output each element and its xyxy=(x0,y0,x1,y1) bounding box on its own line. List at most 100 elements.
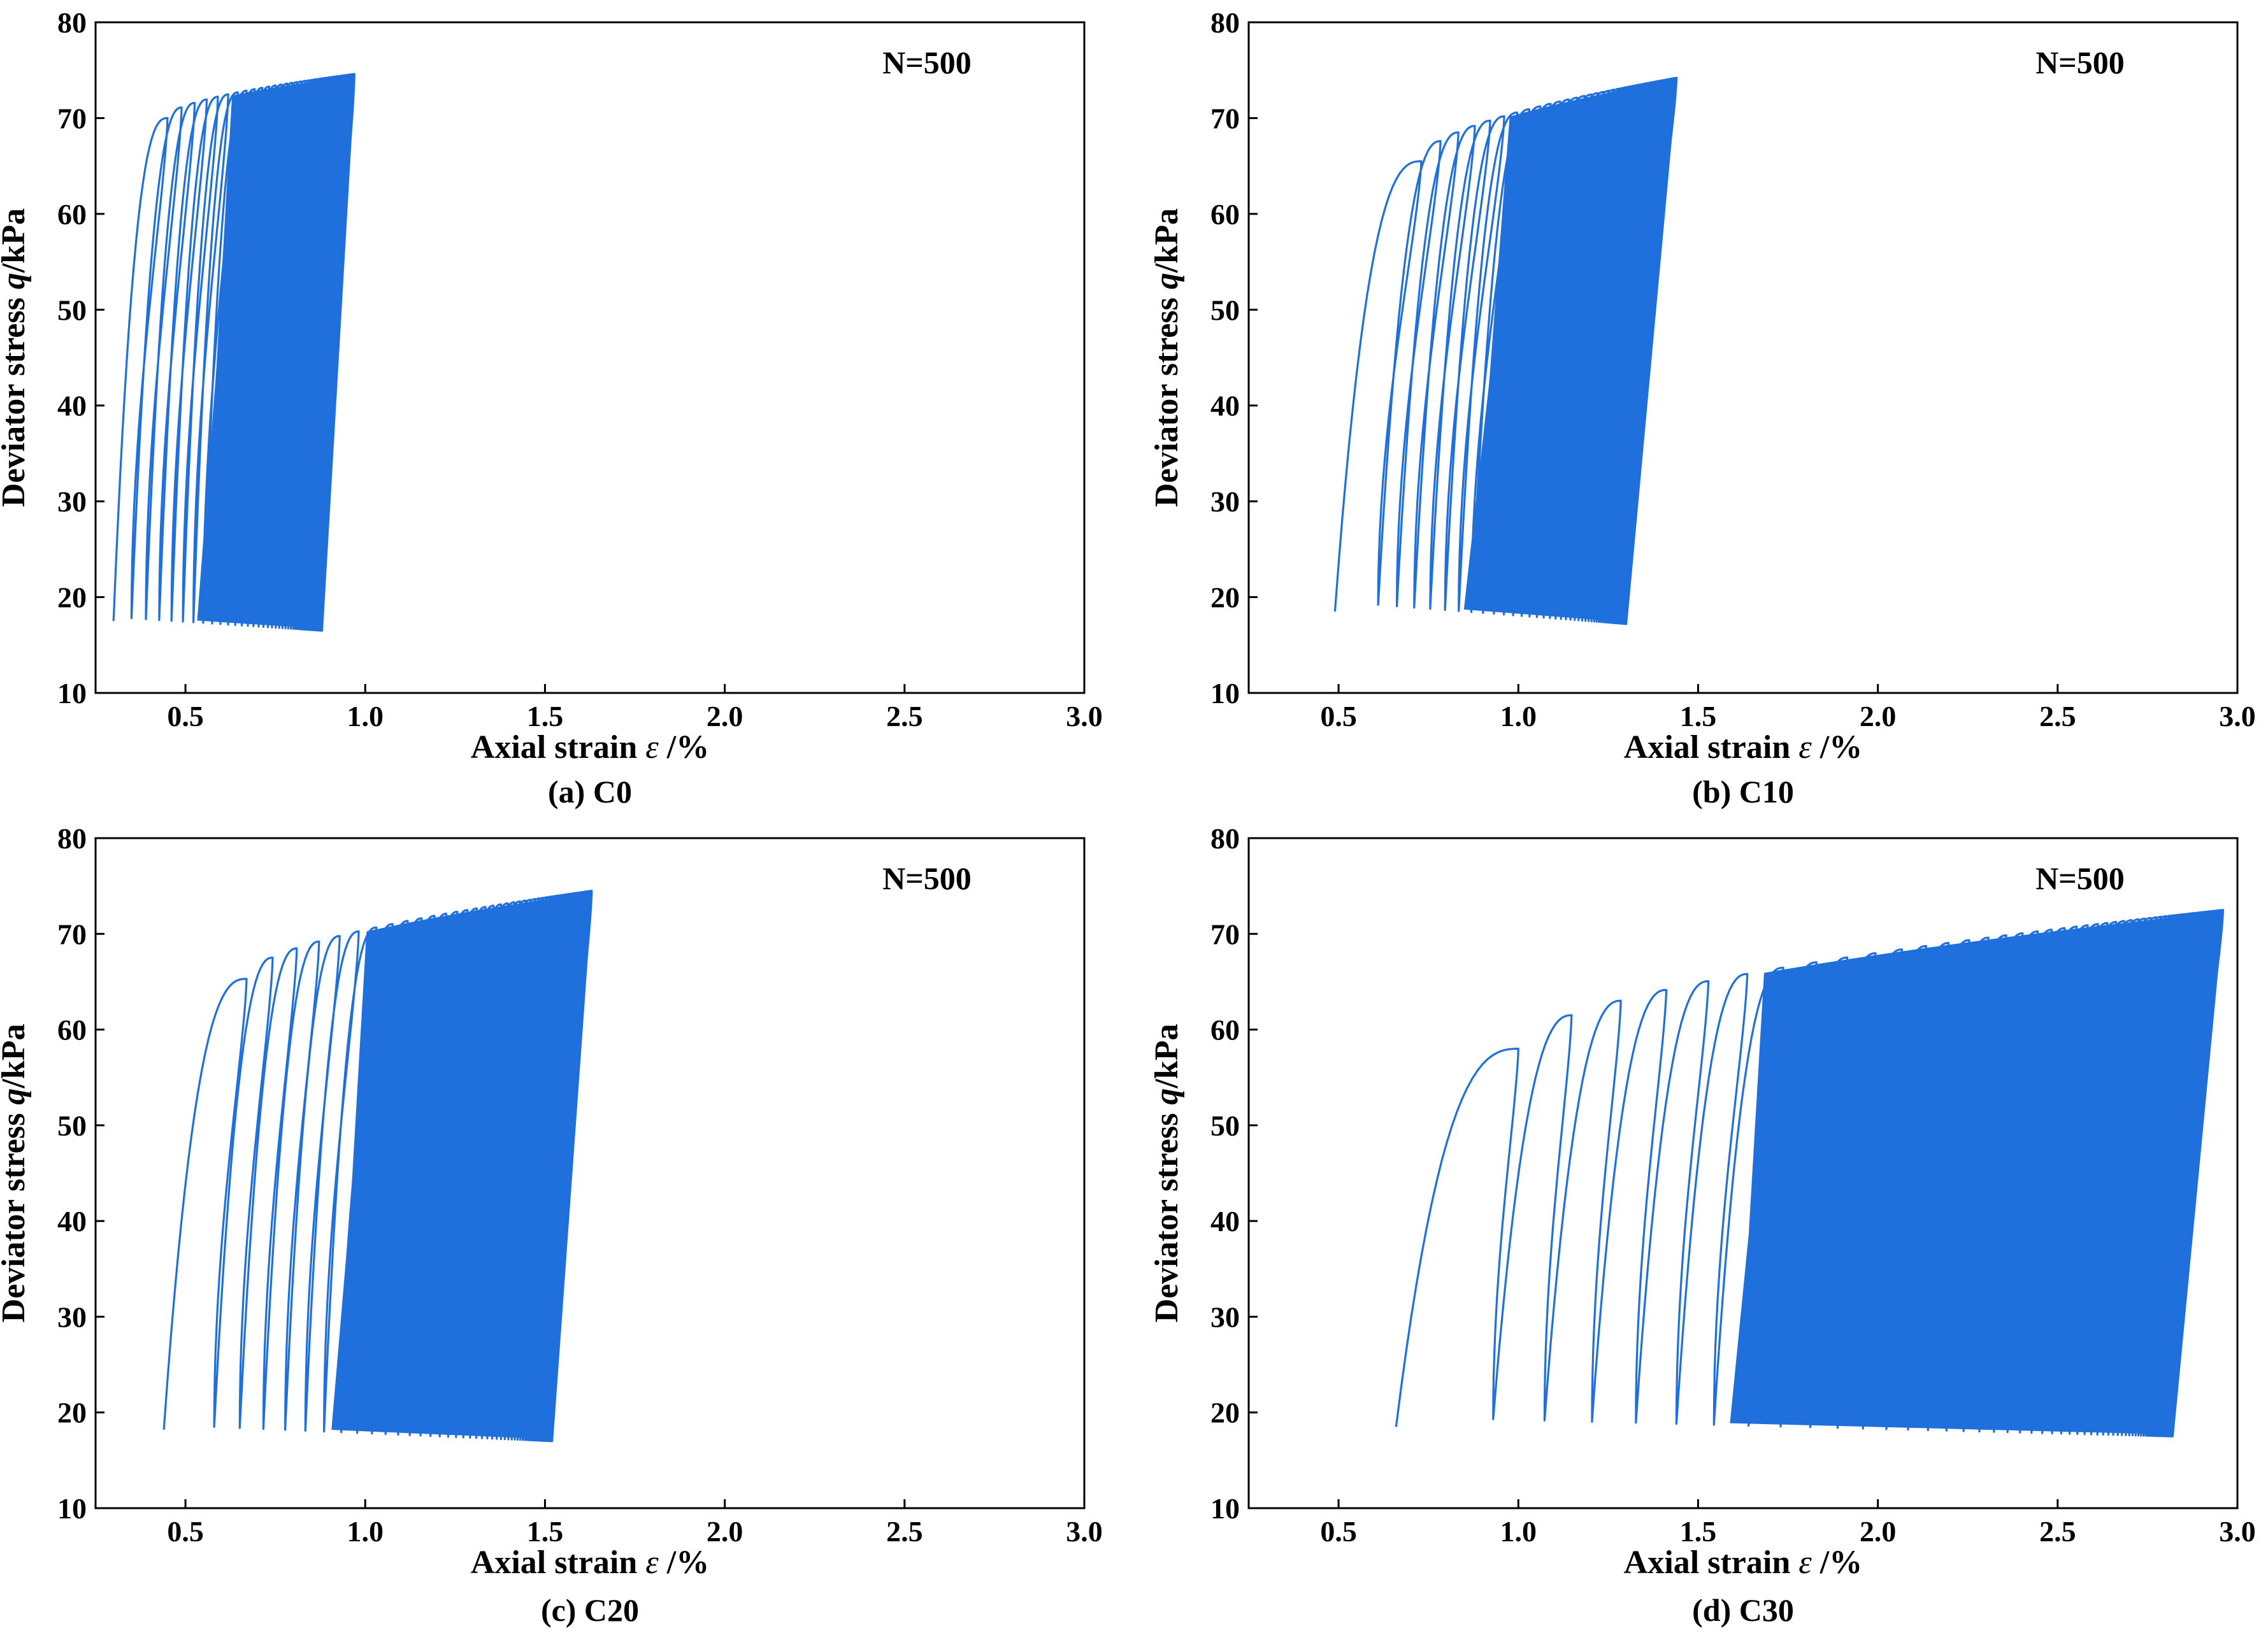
y-tick-label: 50 xyxy=(57,1109,87,1142)
x-tick-label: 1.5 xyxy=(1680,1515,1717,1548)
y-tick-label: 60 xyxy=(57,1014,87,1046)
x-axis-title-unit: /% xyxy=(659,1544,709,1581)
y-axis-title-symbol: q xyxy=(0,273,32,289)
y-tick-label: 10 xyxy=(57,677,87,709)
y-tick-label: 10 xyxy=(1210,677,1240,709)
x-axis-title-symbol: ε xyxy=(645,729,659,766)
y-tick-label: 60 xyxy=(57,198,87,231)
y-tick-label: 80 xyxy=(1210,822,1240,855)
y-tick-label: 80 xyxy=(57,6,87,39)
y-axis-title: Deviator stress q/kPa xyxy=(1149,208,1185,507)
panel-caption: (b) C10 xyxy=(1692,774,1794,809)
x-axis-title-main: Axial strain xyxy=(1624,729,1791,766)
x-axis-title-main: Axial strain xyxy=(1624,1544,1791,1581)
y-tick-label: 40 xyxy=(1210,390,1240,422)
x-tick-label: 3.0 xyxy=(2219,1515,2256,1548)
y-tick-label: 20 xyxy=(57,1397,87,1429)
x-tick-label: 1.5 xyxy=(1680,700,1717,732)
x-axis-title-unit: /% xyxy=(1812,729,1862,766)
y-tick-label: 50 xyxy=(1210,1109,1240,1142)
x-tick-label: 1.0 xyxy=(347,1515,384,1548)
loops-series xyxy=(112,73,355,632)
loops-dense-band xyxy=(1463,78,1678,624)
y-tick-label: 10 xyxy=(1210,1492,1240,1525)
y-tick-label: 80 xyxy=(1210,6,1240,39)
y-axis-title-unit: /kPa xyxy=(1149,1024,1185,1089)
x-tick-label: 0.5 xyxy=(167,700,204,732)
x-axis-title-unit: /% xyxy=(659,729,709,766)
y-tick-label: 70 xyxy=(1210,102,1240,134)
x-tick-label: 3.0 xyxy=(1066,1515,1103,1548)
y-axis-title-main: Deviator stress xyxy=(1149,1105,1185,1323)
panel-b: 10 20 30 40 50 60 70 80 0.5 1.0 1.5 2.0 2.5 3.0 Axial … xyxy=(1149,6,2256,809)
y-axis-title-symbol: q xyxy=(1149,273,1185,289)
cycle-count-annotation: N=500 xyxy=(2035,860,2125,896)
x-tick-label: 0.5 xyxy=(167,1515,204,1548)
x-tick-label: 2.5 xyxy=(886,1515,923,1548)
y-axis-title-symbol: q xyxy=(1149,1088,1185,1105)
y-tick-label: 30 xyxy=(1210,1301,1240,1333)
plot-frame xyxy=(1247,837,2239,1509)
x-tick-label: 2.0 xyxy=(707,1515,743,1548)
cycle-count-annotation: N=500 xyxy=(882,860,972,896)
x-tick-label: 1.0 xyxy=(1500,700,1537,732)
y-axis-title: Deviator stress q/kPa xyxy=(0,1024,32,1323)
loops-dense-band xyxy=(197,74,355,631)
x-tick-label: 0.5 xyxy=(1320,700,1357,732)
panel-a: 10 20 30 40 50 60 70 80 0.5 1.0 1.5 2.0 2.5 3.0 Axial … xyxy=(0,6,1103,809)
y-axis-title: Deviator stress q/kPa xyxy=(1149,1024,1185,1323)
y-tick-label: 50 xyxy=(57,294,87,326)
y-tick-label: 30 xyxy=(1210,485,1240,518)
loops-series xyxy=(1333,76,1678,625)
panel-caption: (a) C0 xyxy=(548,774,632,809)
plot-frame xyxy=(94,21,1086,694)
x-tick-label: 1.5 xyxy=(527,700,564,732)
y-tick-label: 40 xyxy=(57,1205,87,1237)
loops-series xyxy=(1395,909,2224,1437)
panel-caption: (c) C20 xyxy=(541,1592,639,1628)
y-tick-label: 50 xyxy=(1210,294,1240,326)
x-axis-title: Axial strain ε /% xyxy=(1624,729,1862,766)
plot-frame xyxy=(94,837,1086,1509)
x-axis-title: Axial strain ε /% xyxy=(471,1544,709,1581)
x-tick-label: 1.0 xyxy=(347,700,384,732)
x-axis-title: Axial strain ε /% xyxy=(471,729,709,766)
x-tick-label: 1.0 xyxy=(1500,1515,1537,1548)
y-tick-label: 40 xyxy=(1210,1205,1240,1237)
y-tick-label: 60 xyxy=(1210,1014,1240,1046)
x-axis-title-main: Axial strain xyxy=(471,1544,638,1581)
cycle-count-annotation: N=500 xyxy=(882,45,972,80)
panel-d: 10 20 30 40 50 60 70 80 0.5 1.0 1.5 2.0 2.5 3.0 Axial … xyxy=(1149,822,2256,1628)
x-tick-label: 2.5 xyxy=(886,700,923,732)
y-tick-label: 30 xyxy=(57,1301,87,1333)
x-tick-label: 2.5 xyxy=(2039,700,2076,732)
y-tick-label: 30 xyxy=(57,485,87,518)
y-tick-label: 80 xyxy=(57,822,87,855)
y-axis-title-unit: /kPa xyxy=(0,208,32,273)
loops-dense-band xyxy=(1730,909,2224,1437)
y-axis-title-unit: /kPa xyxy=(1149,208,1185,273)
y-tick-label: 70 xyxy=(1210,918,1240,950)
plot-frame xyxy=(1247,21,2239,694)
x-tick-label: 3.0 xyxy=(2219,700,2256,732)
x-axis-title-symbol: ε xyxy=(645,1544,659,1581)
loops-dense-band xyxy=(331,890,593,1441)
cycle-count-annotation: N=500 xyxy=(2035,45,2125,80)
y-axis-title-main: Deviator stress xyxy=(1149,289,1185,507)
loops-series xyxy=(162,890,593,1443)
y-tick-label: 10 xyxy=(57,1492,87,1525)
y-axis-title-symbol: q xyxy=(0,1088,32,1105)
y-axis-title-main: Deviator stress xyxy=(0,1105,32,1323)
y-tick-label: 20 xyxy=(57,581,87,614)
y-tick-label: 60 xyxy=(1210,198,1240,231)
x-axis-title-symbol: ε xyxy=(1798,1544,1812,1581)
x-axis-title: Axial strain ε /% xyxy=(1624,1544,1862,1581)
x-axis-title-main: Axial strain xyxy=(471,729,638,766)
x-tick-label: 2.0 xyxy=(1860,700,1897,732)
x-axis-title-unit: /% xyxy=(1812,1544,1862,1581)
x-tick-label: 3.0 xyxy=(1066,700,1103,732)
x-tick-label: 1.5 xyxy=(527,1515,564,1548)
panel-caption: (d) C30 xyxy=(1692,1592,1794,1628)
y-axis-title: Deviator stress q/kPa xyxy=(0,208,32,507)
